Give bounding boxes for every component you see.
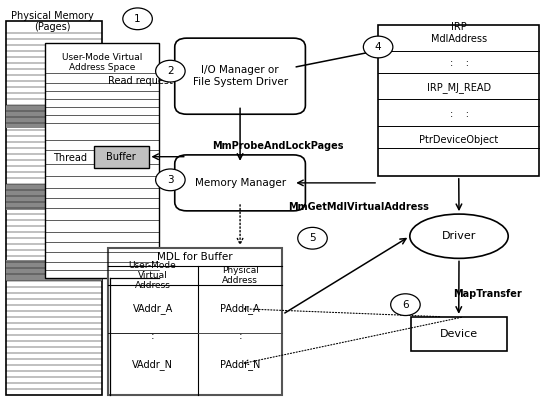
Text: PtrDeviceObject: PtrDeviceObject (419, 135, 499, 145)
FancyBboxPatch shape (7, 105, 102, 128)
Text: 6: 6 (402, 300, 409, 309)
FancyBboxPatch shape (198, 284, 283, 395)
FancyBboxPatch shape (175, 155, 305, 211)
FancyBboxPatch shape (107, 248, 283, 395)
Text: Memory Manager: Memory Manager (195, 178, 285, 188)
Text: Device: Device (440, 329, 478, 339)
Text: Physical Memory
(Pages): Physical Memory (Pages) (12, 11, 94, 32)
Text: Buffer: Buffer (106, 152, 136, 162)
Circle shape (391, 294, 420, 316)
Text: 1: 1 (134, 14, 141, 24)
Text: Read request: Read request (108, 76, 173, 86)
Text: MDL for Buffer: MDL for Buffer (157, 252, 233, 262)
Circle shape (363, 36, 393, 58)
Text: Physical
Address: Physical Address (222, 266, 258, 285)
Text: 3: 3 (167, 175, 174, 185)
Text: User-Mode
Virtual
Address: User-Mode Virtual Address (129, 261, 176, 290)
FancyBboxPatch shape (7, 261, 102, 280)
FancyBboxPatch shape (7, 21, 102, 395)
Text: :    :: : : (450, 58, 468, 68)
Text: VAddr_A: VAddr_A (132, 303, 172, 314)
Text: 4: 4 (375, 42, 381, 52)
Text: IRP
MdlAddress: IRP MdlAddress (431, 22, 487, 44)
Circle shape (155, 60, 185, 82)
Text: MapTransfer: MapTransfer (453, 288, 522, 299)
FancyBboxPatch shape (94, 145, 149, 168)
Text: PAddr_A: PAddr_A (220, 303, 260, 314)
FancyBboxPatch shape (45, 43, 159, 278)
Text: MmGetMdlVirtualAddress: MmGetMdlVirtualAddress (288, 202, 429, 212)
FancyBboxPatch shape (411, 317, 506, 351)
Text: PAddr_N: PAddr_N (220, 359, 260, 370)
Text: 5: 5 (309, 233, 316, 243)
Circle shape (298, 227, 327, 249)
Circle shape (155, 169, 185, 191)
FancyBboxPatch shape (7, 184, 102, 210)
Text: Thread: Thread (53, 153, 87, 163)
Text: IRP_MJ_READ: IRP_MJ_READ (427, 82, 491, 93)
Text: Driver: Driver (442, 231, 476, 241)
Ellipse shape (410, 214, 508, 259)
Text: I/O Manager or
File System Driver: I/O Manager or File System Driver (192, 65, 288, 87)
Circle shape (123, 8, 152, 29)
Text: :    :: : : (450, 109, 468, 119)
FancyBboxPatch shape (175, 38, 305, 114)
Text: 2: 2 (167, 66, 174, 76)
FancyBboxPatch shape (378, 25, 539, 176)
Text: MmProbeAndLockPages: MmProbeAndLockPages (213, 141, 344, 151)
Text: :: : (238, 331, 242, 341)
Text: VAddr_N: VAddr_N (132, 359, 173, 370)
Text: User-Mode Virtual
Address Space: User-Mode Virtual Address Space (62, 53, 142, 72)
Text: :: : (151, 331, 154, 341)
